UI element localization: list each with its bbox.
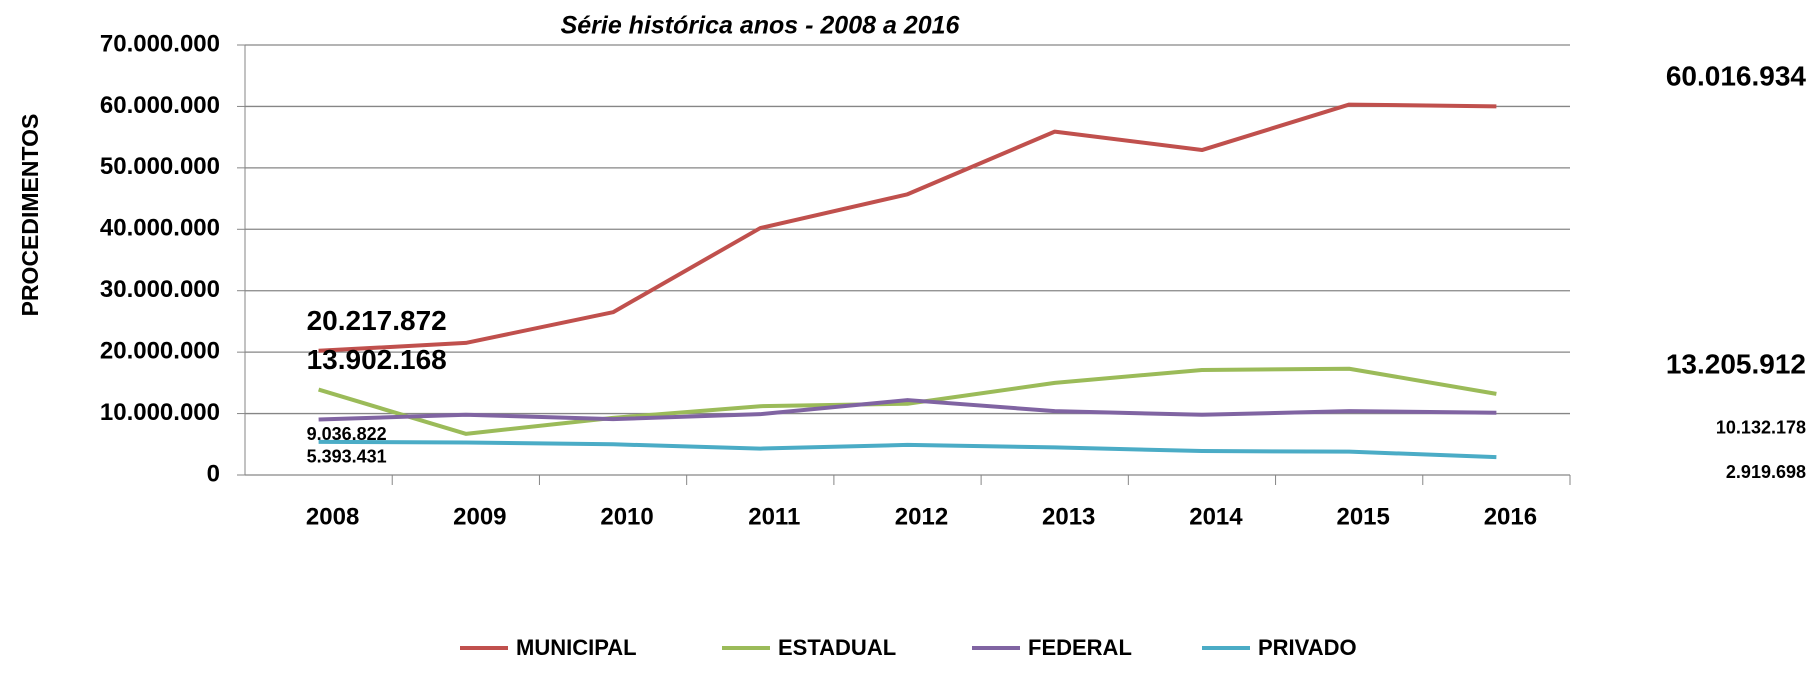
y-tick-label: 60.000.000	[100, 92, 220, 119]
series-line	[318, 439, 1497, 460]
data-label: 13.205.912	[1666, 348, 1806, 379]
legend-label: FEDERAL	[1028, 635, 1132, 660]
y-tick-label: 50.000.000	[100, 153, 220, 180]
data-label: 5.393.431	[307, 447, 387, 467]
x-tick-label: 2016	[1484, 503, 1537, 530]
x-tick-label: 2009	[453, 503, 506, 530]
x-tick-label: 2013	[1042, 503, 1095, 530]
y-tick-label: 40.000.000	[100, 215, 220, 242]
y-tick-label: 70.000.000	[100, 30, 220, 57]
data-label: 2.919.698	[1726, 462, 1806, 482]
series-line	[318, 102, 1497, 353]
y-tick-label: 30.000.000	[100, 276, 220, 303]
data-label: 20.217.872	[307, 305, 447, 336]
data-label: 60.016.934	[1666, 61, 1807, 92]
legend-label: ESTADUAL	[778, 635, 896, 660]
legend-label: MUNICIPAL	[516, 635, 637, 660]
x-tick-label: 2015	[1336, 503, 1389, 530]
y-tick-label: 20.000.000	[100, 337, 220, 364]
y-axis-label: PROCEDIMENTOS	[17, 114, 43, 317]
y-tick-label: 0	[207, 460, 220, 487]
series-line	[318, 366, 1497, 436]
x-tick-label: 2008	[306, 503, 359, 530]
legend-label: PRIVADO	[1258, 635, 1357, 660]
data-label: 9.036.822	[307, 424, 387, 444]
data-label: 10.132.178	[1716, 418, 1806, 438]
x-tick-label: 2011	[748, 503, 800, 530]
y-tick-label: 10.000.000	[100, 399, 220, 426]
chart-title: Série histórica anos - 2008 a 2016	[561, 12, 961, 40]
series-line	[318, 398, 1497, 422]
x-tick-label: 2012	[895, 503, 948, 530]
x-tick-label: 2010	[600, 503, 653, 530]
data-label: 13.902.168	[307, 344, 447, 375]
x-tick-label: 2014	[1189, 503, 1243, 530]
